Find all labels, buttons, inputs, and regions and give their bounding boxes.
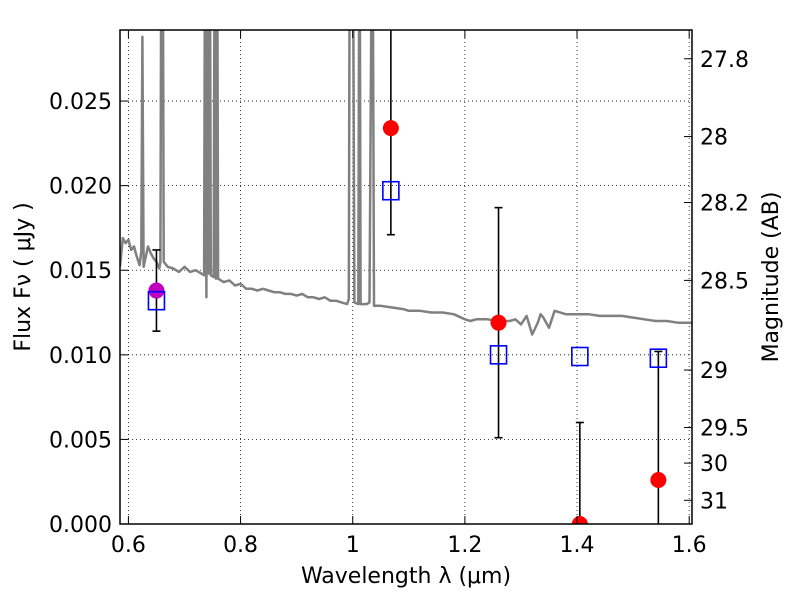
data-point-circle (148, 282, 165, 299)
x-tick-label: 0.6 (111, 533, 146, 558)
data-point-circle (382, 120, 399, 137)
data-point-square (147, 290, 166, 311)
x-axis-label: Wavelength λ (μm) (301, 564, 511, 589)
data-point-square (382, 180, 400, 201)
y2-tick-label: 28.5 (700, 269, 749, 294)
y2-axis-ticks: 27.8 28 28.2 28.5 29 29.5 30 31 (684, 48, 749, 514)
data-point-square (649, 348, 668, 369)
data-point-circle (650, 472, 667, 489)
y-axis-label: Flux Fν ( μJy ) (11, 202, 36, 351)
y-tick-label: 0.010 (49, 344, 112, 369)
data-point-circle (490, 314, 507, 331)
model-sed-line (120, 30, 692, 336)
y2-tick-label: 29.5 (700, 417, 749, 442)
y-tick-label: 0.005 (49, 428, 112, 453)
y2-axis-label: Magnitude (AB) (759, 192, 784, 363)
error-bars (152, 30, 663, 524)
x-axis-ticks: 0.6 0.8 1 1.2 1.4 1.6 (111, 30, 707, 558)
y2-tick-label: 28.2 (700, 192, 749, 217)
y-tick-label: 0.015 (49, 259, 112, 284)
y2-tick-label: 31 (700, 489, 728, 514)
x-tick-label: 1 (346, 533, 360, 558)
y-tick-label: 0.000 (49, 513, 112, 538)
data-markers (147, 120, 668, 524)
y2-tick-label: 29 (700, 359, 728, 384)
y-tick-label: 0.025 (49, 90, 112, 115)
data-point-square (571, 346, 589, 367)
y2-tick-label: 30 (700, 452, 728, 477)
plot-frame (119, 29, 693, 525)
x-tick-label: 0.8 (223, 533, 258, 558)
y-axis-ticks: 0.000 0.005 0.010 0.015 0.020 0.025 (49, 90, 128, 538)
y-tick-label: 0.020 (49, 175, 112, 200)
y2-tick-label: 27.8 (700, 48, 749, 73)
y2-tick-label: 28 (700, 126, 728, 151)
model-sed (120, 30, 692, 336)
x-tick-label: 1.2 (447, 533, 482, 558)
x-tick-label: 1.6 (672, 533, 707, 558)
data-point-circle (571, 516, 588, 524)
x-tick-label: 1.4 (560, 533, 595, 558)
data-point-square (489, 345, 508, 365)
